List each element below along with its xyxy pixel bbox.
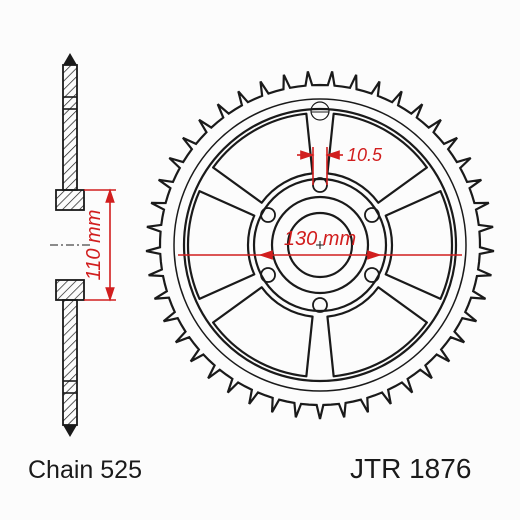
part-number-label: JTR 1876	[350, 453, 471, 484]
dim-110mm: 110 mm	[83, 210, 105, 281]
dim-pcd: 130 mm	[284, 228, 356, 250]
dim-bolt-hole: 10.5	[347, 145, 383, 165]
sprocket-diagram: 110 mm 10.5 130 mm Chain 525 JTR 1876	[0, 0, 520, 520]
chain-label: Chain 525	[28, 456, 142, 484]
